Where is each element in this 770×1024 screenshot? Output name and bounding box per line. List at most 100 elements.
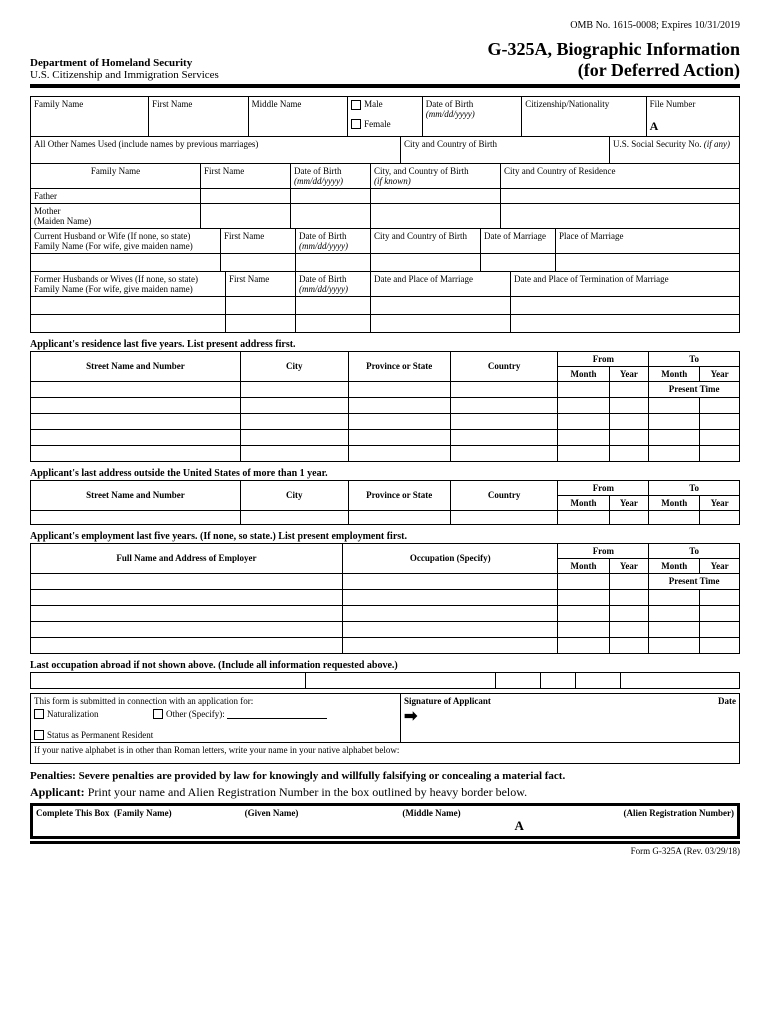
connection-table: This form is submitted in connection wit…	[30, 693, 740, 744]
spouse-first-cell: First Name	[221, 229, 296, 254]
status-label: Status as Permanent Resident	[47, 730, 153, 740]
other-specify-line[interactable]	[227, 718, 327, 719]
complete-box-table: Complete This Box (Family Name) (Given N…	[30, 803, 740, 839]
ssn-cell[interactable]: U.S. Social Security No. (if any)	[610, 137, 740, 163]
header: Department of Homeland Security U.S. Cit…	[30, 39, 740, 81]
residence-title: Applicant's residence last five years. L…	[30, 339, 740, 350]
former-termination-cell: Date and Place of Termination of Marriag…	[511, 272, 740, 297]
other-names-table: All Other Names Used (include names by p…	[30, 137, 740, 164]
female-checkbox[interactable]	[351, 119, 361, 129]
native-cell[interactable]: If your native alphabet is in other than…	[31, 743, 740, 763]
citizenship-cell[interactable]: Citizenship/Nationality	[522, 97, 646, 137]
middle-name-cell[interactable]: Middle Name	[248, 97, 348, 137]
other-checkbox[interactable]	[153, 709, 163, 719]
file-number-label: File Number	[650, 99, 696, 109]
connection-cell: This form is submitted in connection wit…	[31, 693, 401, 728]
former-spouse-table: Former Husbands or Wives (If none, so st…	[30, 272, 740, 333]
signature-cell[interactable]: Signature of Applicant Date ➡	[401, 693, 740, 728]
divider-bar	[30, 84, 740, 88]
status-checkbox[interactable]	[34, 730, 44, 740]
city-country-birth-cell[interactable]: City and Country of Birth	[401, 137, 610, 163]
present-time-cell: Present Time	[649, 381, 740, 397]
footer-divider	[30, 841, 740, 844]
complete-family-cell[interactable]: Complete This Box (Family Name)	[32, 804, 192, 837]
spouse-birth-cell: City and Country of Birth	[371, 229, 481, 254]
penalties-text: Penalties: Severe penalties are provided…	[30, 770, 740, 782]
family-name-cell[interactable]: Family Name	[31, 97, 149, 137]
first-name-cell[interactable]: First Name	[149, 97, 249, 137]
spouse-current-cell: Current Husband or Wife (If none, so sta…	[31, 229, 221, 254]
male-label: Male	[364, 99, 383, 109]
dob-cell[interactable]: Date of Birth(mm/dd/yyyy)	[422, 97, 522, 137]
former-dob-cell: Date of Birth(mm/dd/yyyy)	[296, 272, 371, 297]
other-names-cell[interactable]: All Other Names Used (include names by p…	[31, 137, 401, 163]
native-table: If your native alphabet is in other than…	[30, 743, 740, 764]
parents-first-header: First Name	[201, 164, 291, 189]
complete-arn-cell[interactable]: (Alien Registration Number) A	[512, 804, 739, 837]
arrow-icon: ➡	[404, 708, 417, 725]
parents-residence-header: City and Country of Residence	[501, 164, 740, 189]
mother-label: Mother(Maiden Name)	[31, 203, 201, 228]
residence-table: Street Name and Number City Province or …	[30, 351, 740, 462]
department-block: Department of Homeland Security U.S. Cit…	[30, 57, 219, 81]
spouse-date-marriage-cell: Date of Marriage	[481, 229, 556, 254]
res-from-year: Year	[609, 366, 649, 381]
employment-table: Full Name and Address of Employer Occupa…	[30, 543, 740, 654]
emp-employer-header: Full Name and Address of Employer	[31, 543, 343, 573]
file-number-value: A	[650, 119, 659, 133]
complete-given-cell[interactable]: (Given Name)	[192, 804, 352, 837]
father-label: Father	[31, 188, 201, 203]
former-marriage-cell: Date and Place of Marriage	[371, 272, 511, 297]
ssn-hint: (if any)	[704, 139, 730, 149]
date-label: Date	[718, 696, 736, 706]
dept-line2: U.S. Citizenship and Immigration Service…	[30, 69, 219, 81]
last-occ-table	[30, 672, 740, 689]
female-label: Female	[364, 119, 391, 129]
former-first-cell: First Name	[226, 272, 296, 297]
file-number-cell[interactable]: File Number A	[646, 97, 739, 137]
res-province-header: Province or State	[348, 351, 450, 381]
employment-title: Applicant's employment last five years. …	[30, 531, 740, 542]
naturalization-label: Naturalization	[47, 709, 98, 719]
res-city-header: City	[240, 351, 348, 381]
res-to-year: Year	[700, 366, 740, 381]
res-from-month: Month	[558, 366, 609, 381]
dob-label: Date of Birth	[426, 99, 474, 109]
signature-label: Signature of Applicant	[404, 696, 491, 706]
status-cell: Status as Permanent Resident	[31, 728, 401, 743]
spouse-dob-cell: Date of Birth(mm/dd/yyyy)	[296, 229, 371, 254]
dept-line1: Department of Homeland Security	[30, 57, 192, 69]
male-cell[interactable]: Male	[348, 97, 423, 117]
applicant-instruction: Applicant: Print your name and Alien Reg…	[30, 785, 740, 800]
connection-intro: This form is submitted in connection wit…	[34, 696, 253, 706]
title-line1: G-325A, Biographic Information	[487, 39, 740, 59]
parents-dob-header: Date of Birth(mm/dd/yyyy)	[291, 164, 371, 189]
form-title: G-325A, Biographic Information (for Defe…	[487, 39, 740, 81]
complete-middle-cell[interactable]: (Middle Name)	[352, 804, 512, 837]
outside-title: Applicant's last address outside the Uni…	[30, 468, 740, 479]
former-title-cell: Former Husbands or Wives (If none, so st…	[31, 272, 226, 297]
omb-text: OMB No. 1615-0008; Expires 10/31/2019	[30, 20, 740, 31]
parents-family-header: Family Name	[31, 164, 201, 189]
spouse-table: Current Husband or Wife (If none, so sta…	[30, 229, 740, 272]
male-checkbox[interactable]	[351, 100, 361, 110]
title-line2: (for Deferred Action)	[578, 60, 740, 80]
dob-hint: (mm/dd/yyyy)	[426, 109, 475, 119]
spouse-place-marriage-cell: Place of Marriage	[556, 229, 740, 254]
emp-occupation-header: Occupation (Specify)	[342, 543, 558, 573]
parents-table: Family Name First Name Date of Birth(mm/…	[30, 164, 740, 229]
ssn-label: U.S. Social Security No.	[613, 139, 702, 149]
outside-table: Street Name and Number City Province or …	[30, 480, 740, 525]
res-from-header: From	[558, 351, 649, 366]
naturalization-checkbox[interactable]	[34, 709, 44, 719]
parents-birth-header: City, and Country of Birth(if known)	[371, 164, 501, 189]
form-revision: Form G-325A (Rev. 03/29/18)	[30, 846, 740, 856]
res-street-header: Street Name and Number	[31, 351, 241, 381]
res-to-header: To	[649, 351, 740, 366]
res-to-month: Month	[649, 366, 700, 381]
res-country-header: Country	[450, 351, 558, 381]
name-table: Family Name First Name Middle Name Male …	[30, 96, 740, 137]
other-label: Other (Specify):	[166, 709, 225, 719]
last-occ-title: Last occupation abroad if not shown abov…	[30, 660, 740, 671]
female-cell[interactable]: Female	[348, 117, 423, 137]
